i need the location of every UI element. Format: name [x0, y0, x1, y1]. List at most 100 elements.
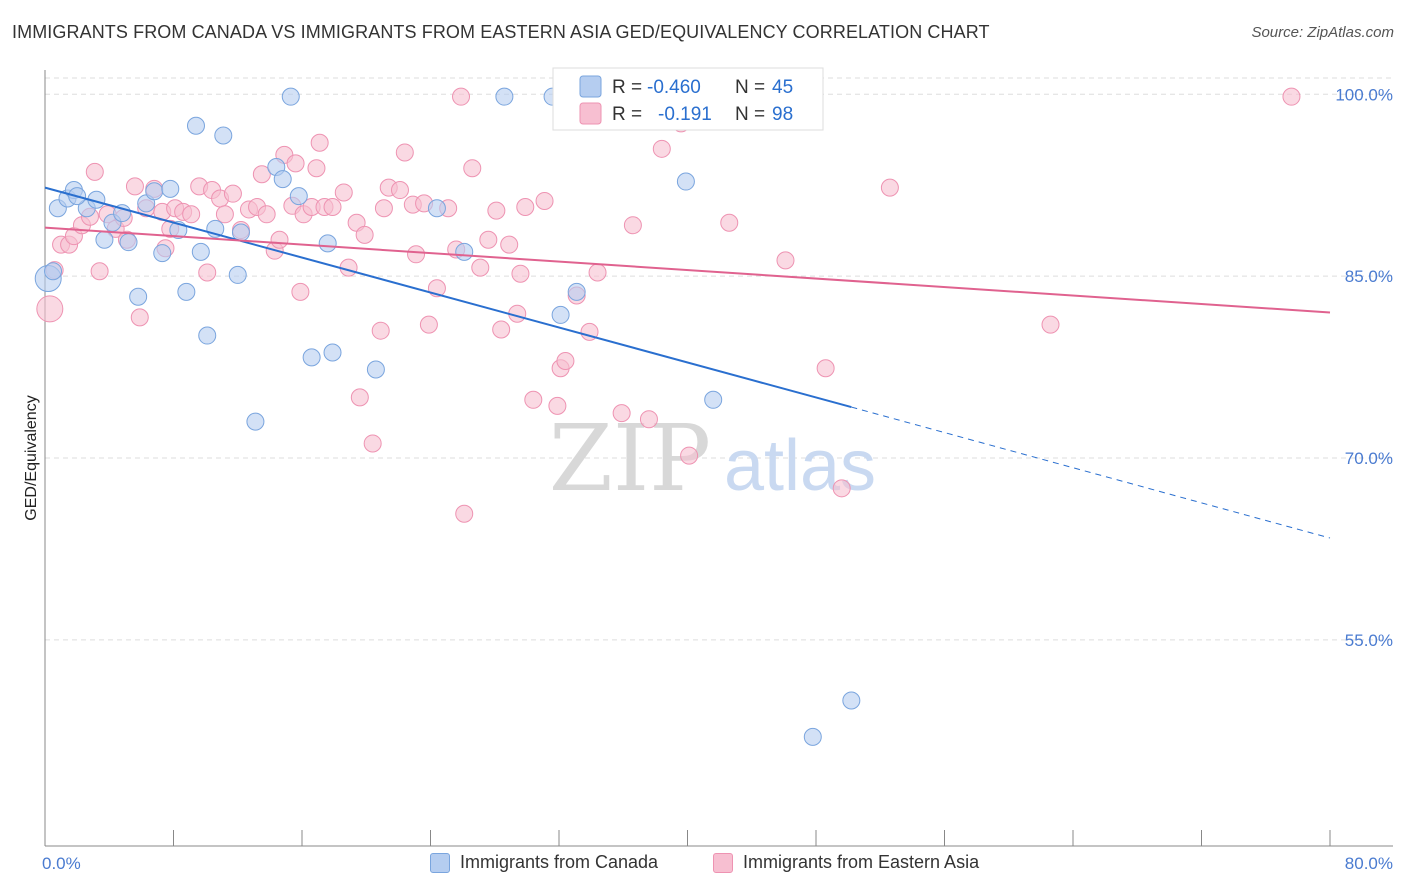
canada-point — [228, 265, 247, 284]
eastern-asia-point — [612, 404, 631, 423]
bottom-legend-label-canada: Immigrants from Canada — [460, 852, 659, 872]
canada-point — [95, 230, 114, 249]
legend-r-label: R = — [612, 104, 642, 125]
eastern-asia-point — [307, 159, 326, 178]
canada-point — [567, 282, 586, 301]
eastern-asia-point — [198, 263, 217, 282]
canada-point — [161, 179, 180, 198]
tick-labels: 100.0% 85.0% 70.0% 55.0% 0.0% 80.0% — [42, 85, 1393, 873]
eastern-asia-point — [588, 263, 607, 282]
eastern-asia-point — [395, 143, 414, 162]
eastern-asia-point — [90, 262, 109, 281]
eastern-asia-point — [776, 251, 795, 270]
eastern-asia-point — [257, 205, 276, 224]
legend-n-label: N = — [735, 104, 765, 125]
canada-point — [427, 199, 446, 218]
eastern-asia-point — [492, 320, 511, 339]
eastern-asia-point — [487, 201, 506, 220]
eastern-asia-point — [623, 216, 642, 235]
eastern-asia-point — [419, 315, 438, 334]
canada-point — [273, 170, 292, 189]
bottom-legend-label-asia: Immigrants from Eastern Asia — [743, 852, 980, 872]
canada-point — [289, 187, 308, 206]
eastern-asia-point — [286, 154, 305, 173]
eastern-asia-point — [548, 396, 567, 415]
eastern-asia-point — [535, 191, 554, 210]
canada-point — [246, 412, 265, 431]
bottom-legend: Immigrants from Canada Immigrants from E… — [0, 852, 1406, 878]
canada-point — [119, 233, 138, 252]
eastern-asia-point — [880, 178, 899, 197]
canada-point — [186, 116, 205, 135]
eastern-asia-point — [323, 198, 342, 217]
legend-n-value-canada: 45 — [772, 77, 793, 98]
eastern-asia-point — [407, 245, 426, 264]
eastern-asia-point — [130, 308, 149, 327]
eastern-asia-point — [374, 199, 393, 218]
eastern-asia-point — [500, 235, 519, 254]
eastern-asia-point — [85, 162, 104, 181]
eastern-asia-point — [291, 282, 310, 301]
legend-swatch-canada — [579, 75, 602, 98]
x-tick-label-max: 80.0% — [1345, 854, 1393, 873]
legend-n-label: N = — [735, 77, 765, 98]
legend-r-value-canada: -0.460 — [647, 77, 701, 98]
legend-n-value-asia: 98 — [772, 104, 793, 125]
series-canada-points — [34, 87, 861, 746]
legend: R = -0.460 N = 45 R = -0.191 N = 98 — [552, 67, 824, 131]
eastern-asia-point — [310, 133, 329, 152]
canada-point — [455, 242, 474, 261]
trend-line-canada-extension — [851, 406, 1331, 539]
canada-point — [842, 691, 861, 710]
eastern-asia-point — [371, 321, 390, 340]
eastern-asia-point — [832, 479, 851, 498]
eastern-asia-point — [223, 184, 242, 203]
eastern-asia-point — [350, 388, 369, 407]
eastern-asia-point — [556, 352, 575, 370]
canada-point — [366, 360, 385, 379]
eastern-asia-point — [182, 205, 201, 224]
eastern-asia-point — [455, 504, 474, 523]
canada-point — [323, 343, 342, 362]
eastern-asia-point — [334, 183, 353, 202]
legend-swatch-asia — [579, 102, 602, 125]
grid-lines — [45, 77, 1392, 641]
canada-point — [145, 182, 164, 201]
eastern-asia-point — [463, 159, 482, 178]
watermark-atlas: atlas — [724, 426, 876, 506]
canada-point — [551, 305, 570, 324]
eastern-asia-point — [355, 225, 374, 244]
eastern-asia-point — [524, 390, 543, 409]
canada-point — [318, 234, 337, 253]
eastern-asia-point — [1041, 315, 1060, 334]
eastern-asia-point — [511, 264, 530, 283]
y-tick-label: 70.0% — [1345, 449, 1393, 468]
canada-point — [129, 287, 148, 306]
trend-line-canada — [44, 186, 852, 409]
eastern-asia-point — [363, 434, 382, 453]
chart-title: IMMIGRANTS FROM CANADA VS IMMIGRANTS FRO… — [12, 22, 990, 42]
eastern-asia-point — [452, 87, 471, 106]
canada-point — [191, 242, 210, 261]
eastern-asia-point — [215, 205, 234, 224]
canada-point — [281, 87, 300, 106]
eastern-asia-point — [471, 258, 490, 277]
eastern-asia-point — [270, 230, 289, 249]
canada-point — [198, 326, 217, 345]
canada-point — [302, 348, 321, 367]
bottom-legend-item-canada: Immigrants from Canada — [430, 852, 658, 873]
bottom-legend-swatch-canada — [430, 852, 450, 873]
eastern-asia-point — [1282, 87, 1301, 106]
y-tick-label: 100.0% — [1335, 85, 1393, 104]
axes — [44, 70, 1393, 847]
legend-r-value-asia: -0.191 — [658, 104, 712, 125]
canada-point — [177, 282, 196, 301]
source-credit: Source: ZipAtlas.com — [1251, 24, 1394, 41]
trend-lines — [44, 186, 1331, 539]
bottom-legend-item-asia: Immigrants from Eastern Asia — [713, 852, 979, 873]
legend-r-label: R = — [612, 77, 642, 98]
watermark: ZIP atlas — [549, 405, 876, 512]
trend-line-eastern-asia — [44, 226, 1331, 314]
eastern-asia-point — [252, 165, 271, 184]
